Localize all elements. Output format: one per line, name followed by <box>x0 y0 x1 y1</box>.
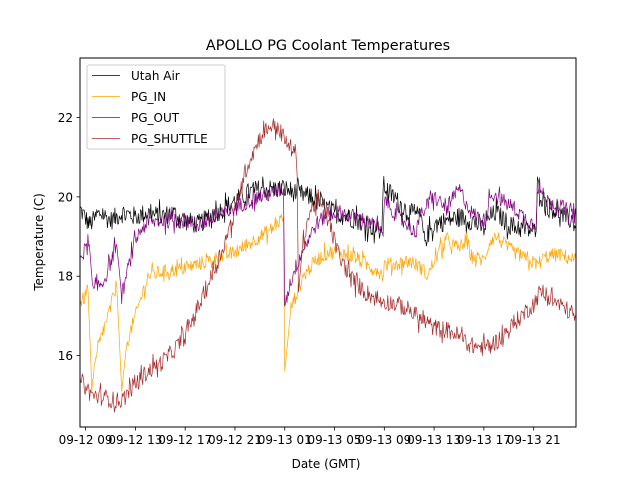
x-tick-label: 09-12 13 <box>108 433 162 447</box>
y-tick-label: 16 <box>58 349 73 363</box>
legend-label: PG_IN <box>131 90 166 104</box>
legend-label: PG_SHUTTLE <box>131 132 208 146</box>
plot-frame <box>79 57 577 428</box>
x-tick-label: 09-13 17 <box>457 433 511 447</box>
x-tick-label: 09-12 17 <box>158 433 212 447</box>
chart-title: APOLLO PG Coolant Temperatures <box>206 38 450 54</box>
y-tick-label: 18 <box>58 270 73 284</box>
series-line-pg-out <box>80 177 576 307</box>
legend-label: PG_OUT <box>131 111 180 125</box>
x-tick-label: 09-13 01 <box>258 433 312 447</box>
series-layer <box>80 118 576 413</box>
x-tick-label: 09-12 21 <box>208 433 262 447</box>
y-tick-label: 20 <box>58 190 73 204</box>
x-tick-label: 09-13 21 <box>507 433 561 447</box>
series-line-pg-in <box>80 213 576 394</box>
legend: Utah Air PG_IN PG_OUT PG_SHUTTLE <box>86 64 226 150</box>
y-tick-label: 22 <box>58 111 73 125</box>
series-line-pg-shuttle <box>80 118 576 413</box>
x-axis-label: Date (GMT) <box>292 457 361 471</box>
x-tick-label: 09-13 05 <box>308 433 362 447</box>
y-axis-label: Temperature (C) <box>32 193 46 292</box>
legend-box <box>86 64 226 150</box>
x-tick-label: 09-13 13 <box>407 433 461 447</box>
legend-label: Utah Air <box>131 69 180 83</box>
x-tick-label: 09-13 09 <box>357 433 411 447</box>
series-line-utah-air <box>80 176 576 247</box>
x-tick-label: 09-12 09 <box>59 433 113 447</box>
y-axis: 16 18 20 22 <box>58 111 80 363</box>
